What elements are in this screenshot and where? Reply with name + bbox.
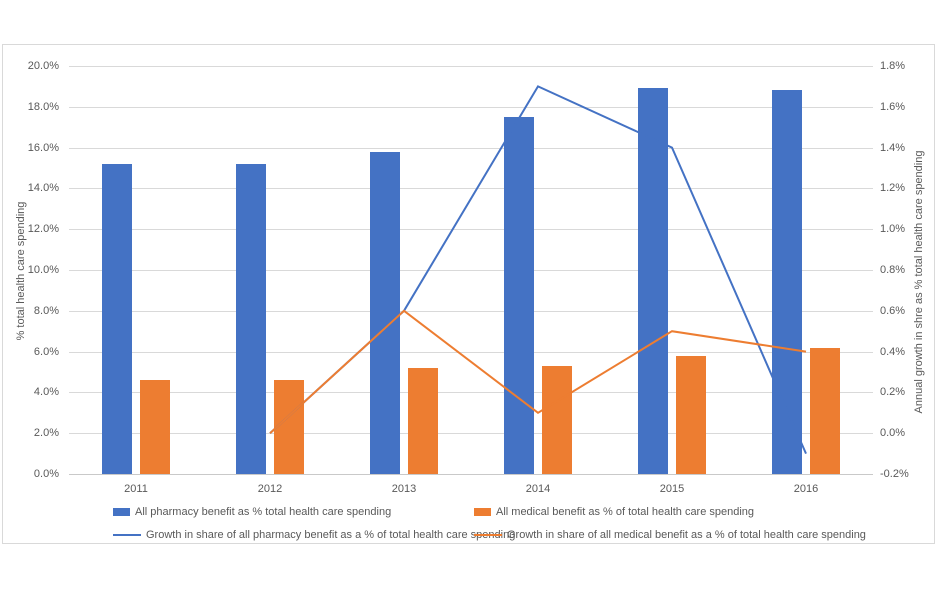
bar-pharmacy-2011 — [102, 163, 132, 474]
left-axis-tick-label: 10.0% — [27, 264, 59, 276]
left-axis-tick-label: 12.0% — [27, 223, 59, 236]
right-axis-tick-label: 0.4% — [880, 345, 906, 358]
gridline — [69, 188, 873, 190]
left-axis-tick-label: 18.0% — [27, 100, 59, 113]
gridline — [69, 229, 873, 231]
bar-pharmacy-2013 — [370, 151, 400, 474]
x-axis-tick-label: 2013 — [391, 483, 417, 495]
line-pharmacy-growth — [269, 85, 807, 455]
chart-panel: % total health care spending Annual grow… — [2, 44, 935, 544]
right-axis-tick-label: 1.4% — [880, 141, 906, 154]
legend-label: All pharmacy benefit as % total health c… — [135, 506, 392, 518]
bar-pharmacy-2014 — [504, 117, 534, 474]
left-axis-tick-label: 2.0% — [33, 427, 59, 440]
right-axis-tick-label: 1.8% — [880, 60, 906, 72]
gridline — [69, 66, 873, 67]
bar-medical-2011 — [140, 380, 170, 474]
left-axis-tick-label: 0.0% — [33, 468, 59, 480]
right-axis-tick-label: -0.2% — [880, 468, 909, 480]
left-axis-tick-label: 16.0% — [27, 141, 59, 154]
bar-medical-2012 — [274, 380, 304, 474]
right-axis-tick-label: 0.6% — [880, 304, 906, 317]
right-axis-tick-label: 0.2% — [880, 386, 906, 399]
x-axis-tick-label: 2012 — [257, 483, 283, 495]
gridline — [69, 392, 873, 394]
left-axis-tick-label: 4.0% — [33, 386, 59, 399]
bar-medical-2016 — [810, 347, 840, 474]
x-axis-line — [69, 474, 873, 475]
line-medical-growth — [269, 309, 807, 434]
legend-entry: Growth in share of all pharmacy benefit … — [113, 528, 515, 542]
line-series — [269, 85, 807, 455]
x-axis-tick-label: 2016 — [793, 483, 819, 495]
legend-label: Growth in share of all pharmacy benefit … — [146, 529, 516, 541]
legend-entry: All pharmacy benefit as % total health c… — [113, 505, 391, 519]
legend-bar-swatch-icon — [474, 508, 491, 516]
left-axis-tick-label: 20.0% — [27, 60, 59, 72]
legend-line-swatch-icon — [113, 534, 141, 536]
x-axis-tick-label: 2014 — [525, 483, 551, 495]
right-axis-tick-label: 0.8% — [880, 264, 906, 276]
legend-entry: All medical benefit as % of total health… — [474, 505, 754, 519]
gridline — [69, 270, 873, 271]
right-axis-tick-label: 1.0% — [880, 223, 906, 236]
bar-medical-2014 — [542, 365, 572, 474]
gridline — [69, 433, 873, 435]
right-axis-tick-label: 0.0% — [880, 427, 906, 440]
legend-label: Growth in share of all medical benefit a… — [507, 529, 866, 541]
legend-entry: Growth in share of all medical benefit a… — [474, 528, 866, 542]
bar-medical-2013 — [408, 367, 438, 474]
left-axis-tick-label: 8.0% — [33, 304, 59, 317]
bar-pharmacy-2012 — [236, 163, 266, 474]
bar-pharmacy-2015 — [638, 88, 668, 474]
legend-line-swatch-icon — [474, 534, 502, 536]
left-axis-tick-label: 14.0% — [27, 182, 59, 195]
right-axis-tick-label: 1.2% — [880, 182, 906, 195]
plot-area — [69, 66, 873, 475]
x-axis-tick-label: 2015 — [659, 483, 685, 495]
bar-medical-2015 — [676, 355, 706, 474]
legend-bar-swatch-icon — [113, 508, 130, 516]
x-axis-tick-label: 2011 — [124, 483, 148, 495]
left-axis-tick-label: 6.0% — [33, 345, 59, 358]
gridline — [69, 106, 873, 108]
gridline — [69, 147, 873, 149]
gridline — [69, 351, 873, 353]
right-axis-tick-label: 1.6% — [880, 100, 906, 113]
gridline — [69, 310, 873, 312]
legend-label: All medical benefit as % of total health… — [496, 506, 755, 518]
